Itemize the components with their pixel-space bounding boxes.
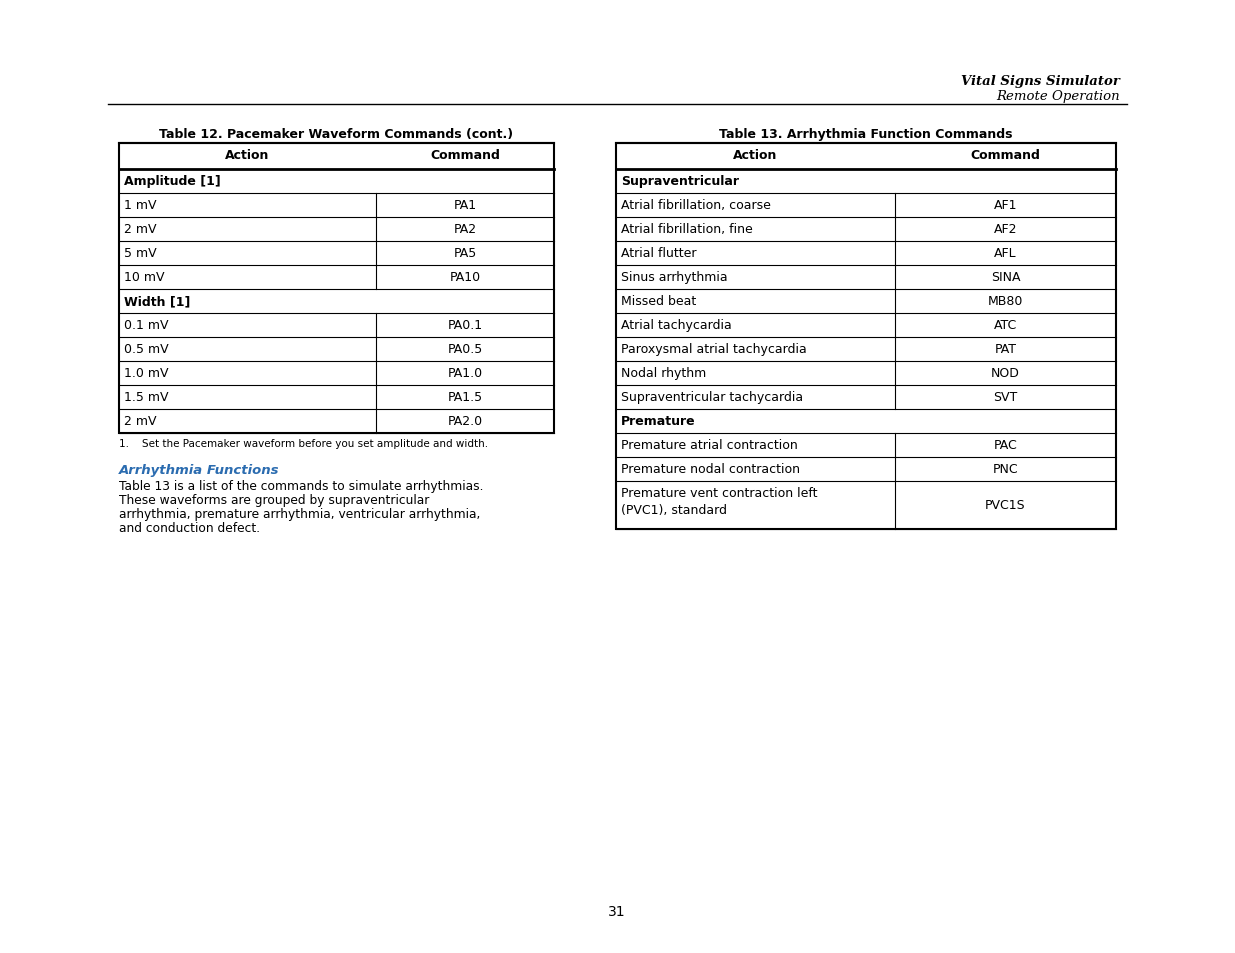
Text: MB80: MB80 <box>988 294 1023 308</box>
Text: PA1: PA1 <box>453 199 477 212</box>
Text: Supraventricular: Supraventricular <box>621 174 739 188</box>
Text: AF1: AF1 <box>994 199 1018 212</box>
Text: 10 mV: 10 mV <box>124 271 164 284</box>
Text: Nodal rhythm: Nodal rhythm <box>621 367 706 379</box>
Text: Atrial tachycardia: Atrial tachycardia <box>621 318 732 332</box>
Text: PA10: PA10 <box>450 271 480 284</box>
Text: PA5: PA5 <box>453 247 477 260</box>
Text: Width [1]: Width [1] <box>124 294 190 308</box>
Text: PA2: PA2 <box>453 223 477 235</box>
Text: SVT: SVT <box>993 391 1018 403</box>
Text: arrhythmia, premature arrhythmia, ventricular arrhythmia,: arrhythmia, premature arrhythmia, ventri… <box>119 507 480 520</box>
Text: PA2.0: PA2.0 <box>447 415 483 428</box>
Text: Atrial flutter: Atrial flutter <box>621 247 697 260</box>
Text: PA0.1: PA0.1 <box>447 318 483 332</box>
Text: Vital Signs Simulator: Vital Signs Simulator <box>961 75 1120 88</box>
Text: Missed beat: Missed beat <box>621 294 697 308</box>
Text: PVC1S: PVC1S <box>986 499 1026 512</box>
Text: NOD: NOD <box>990 367 1020 379</box>
Text: These waveforms are grouped by supraventricular: These waveforms are grouped by supravent… <box>119 494 430 506</box>
Text: Command: Command <box>971 149 1040 162</box>
Text: Premature nodal contraction: Premature nodal contraction <box>621 462 800 476</box>
Text: Table 13 is a list of the commands to simulate arrhythmias.: Table 13 is a list of the commands to si… <box>119 479 483 493</box>
Text: PAC: PAC <box>994 438 1018 452</box>
Bar <box>616 144 1116 530</box>
Text: 1.0 mV: 1.0 mV <box>124 367 168 379</box>
Text: Table 13. Arrhythmia Function Commands: Table 13. Arrhythmia Function Commands <box>719 128 1013 141</box>
Text: Atrial fibrillation, coarse: Atrial fibrillation, coarse <box>621 199 771 212</box>
Text: PA1.0: PA1.0 <box>447 367 483 379</box>
Text: Remote Operation: Remote Operation <box>997 90 1120 103</box>
Text: AFL: AFL <box>994 247 1016 260</box>
Text: 31: 31 <box>608 904 626 918</box>
Text: Table 12. Pacemaker Waveform Commands (cont.): Table 12. Pacemaker Waveform Commands (c… <box>159 128 514 141</box>
Text: PNC: PNC <box>993 462 1019 476</box>
Text: AF2: AF2 <box>994 223 1018 235</box>
Text: PA1.5: PA1.5 <box>447 391 483 403</box>
Text: Premature atrial contraction: Premature atrial contraction <box>621 438 798 452</box>
Text: 1.    Set the Pacemaker waveform before you set amplitude and width.: 1. Set the Pacemaker waveform before you… <box>119 438 488 449</box>
Text: 1 mV: 1 mV <box>124 199 157 212</box>
Text: 5 mV: 5 mV <box>124 247 157 260</box>
Text: 2 mV: 2 mV <box>124 415 157 428</box>
Text: SINA: SINA <box>990 271 1020 284</box>
Text: Sinus arrhythmia: Sinus arrhythmia <box>621 271 727 284</box>
Text: Atrial fibrillation, fine: Atrial fibrillation, fine <box>621 223 753 235</box>
Text: ATC: ATC <box>994 318 1018 332</box>
Text: Premature vent contraction left
(PVC1), standard: Premature vent contraction left (PVC1), … <box>621 486 818 517</box>
Text: 2 mV: 2 mV <box>124 223 157 235</box>
Text: Action: Action <box>225 149 269 162</box>
Text: Amplitude [1]: Amplitude [1] <box>124 174 221 188</box>
Text: Supraventricular tachycardia: Supraventricular tachycardia <box>621 391 803 403</box>
Text: 0.1 mV: 0.1 mV <box>124 318 168 332</box>
Text: Action: Action <box>734 149 778 162</box>
Text: Premature: Premature <box>621 415 695 428</box>
Text: Paroxysmal atrial tachycardia: Paroxysmal atrial tachycardia <box>621 343 806 355</box>
Text: Command: Command <box>430 149 500 162</box>
Text: PA0.5: PA0.5 <box>447 343 483 355</box>
Text: PAT: PAT <box>994 343 1016 355</box>
Text: and conduction defect.: and conduction defect. <box>119 521 261 535</box>
Text: 0.5 mV: 0.5 mV <box>124 343 169 355</box>
Text: Arrhythmia Functions: Arrhythmia Functions <box>119 463 279 476</box>
Bar <box>119 144 555 434</box>
Text: 1.5 mV: 1.5 mV <box>124 391 168 403</box>
